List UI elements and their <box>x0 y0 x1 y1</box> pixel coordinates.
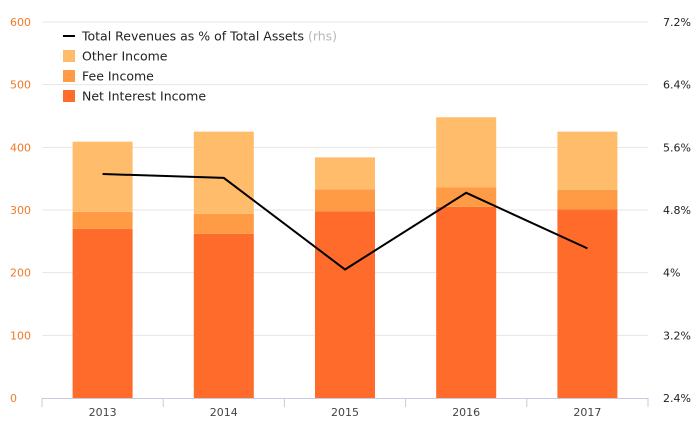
other-income-bar <box>315 157 375 190</box>
y-left-tick-label: 100 <box>10 329 31 342</box>
legend-label-text: Fee Income <box>82 69 154 84</box>
legend-label-text: Total Revenues as % of Total Assets <box>81 29 304 44</box>
y-right-tick-label: 3.2% <box>663 329 691 342</box>
legend-label: Net Interest Income <box>82 89 206 104</box>
y-left-tick-label: 300 <box>10 204 31 217</box>
revenue-ratio-line <box>102 173 588 271</box>
legend: Total Revenues as % of Total Assets (rhs… <box>63 29 337 104</box>
y-right-tick-label: 2.4% <box>663 392 691 405</box>
y-right-tick-label: 4.8% <box>663 204 691 217</box>
x-tick-label: 2017 <box>573 406 601 419</box>
y-right-tick-label: 4% <box>663 267 680 280</box>
other-income-bar <box>72 141 133 212</box>
fee-income-bar <box>557 189 618 210</box>
y-left-tick-label: 600 <box>10 16 31 29</box>
x-tick-label: 2013 <box>89 406 117 419</box>
net-interest-income-bar <box>72 228 133 398</box>
legend-label-suffix: (rhs) <box>304 29 337 44</box>
net-interest-income-bar <box>557 209 618 398</box>
legend-label: Fee Income <box>82 69 154 84</box>
other-income-bar <box>193 131 254 214</box>
net-interest-income-bar <box>315 211 375 398</box>
fee-income-bar <box>72 211 133 229</box>
revenue-ratio-line-layer <box>102 173 588 271</box>
fee-income-bar <box>436 187 497 207</box>
legend-swatch <box>63 50 75 62</box>
legend-label: Other Income <box>82 49 168 64</box>
x-tick-label: 2016 <box>452 406 480 419</box>
legend-swatch <box>63 70 75 82</box>
stacked-bars <box>72 117 618 398</box>
fee-income-bar <box>193 213 254 234</box>
y-left-tick-label: 0 <box>10 392 17 405</box>
axes: 0 100 200 300 400 500 600 2.4% 3.2% 4% 4.8% 5.6% 6.4… <box>10 16 691 419</box>
other-income-bar <box>436 117 497 188</box>
y-left-tick-label: 200 <box>10 267 31 280</box>
net-interest-income-bar <box>436 206 497 398</box>
fee-income-bar <box>315 189 375 212</box>
x-tick-label: 2015 <box>331 406 359 419</box>
legend-label: Total Revenues as % of Total Assets (rhs… <box>81 29 337 44</box>
y-left-tick-label: 400 <box>10 141 31 154</box>
net-interest-income-bar <box>193 233 254 398</box>
x-tick-label: 2014 <box>210 406 238 419</box>
y-left-tick-label: 500 <box>10 79 31 92</box>
y-right-tick-label: 6.4% <box>663 79 691 92</box>
y-right-tick-label: 5.6% <box>663 141 691 154</box>
other-income-bar <box>557 131 618 190</box>
legend-label-text: Net Interest Income <box>82 89 206 104</box>
legend-swatch <box>63 90 75 102</box>
legend-label-text: Other Income <box>82 49 168 64</box>
y-right-tick-label: 7.2% <box>663 16 691 29</box>
